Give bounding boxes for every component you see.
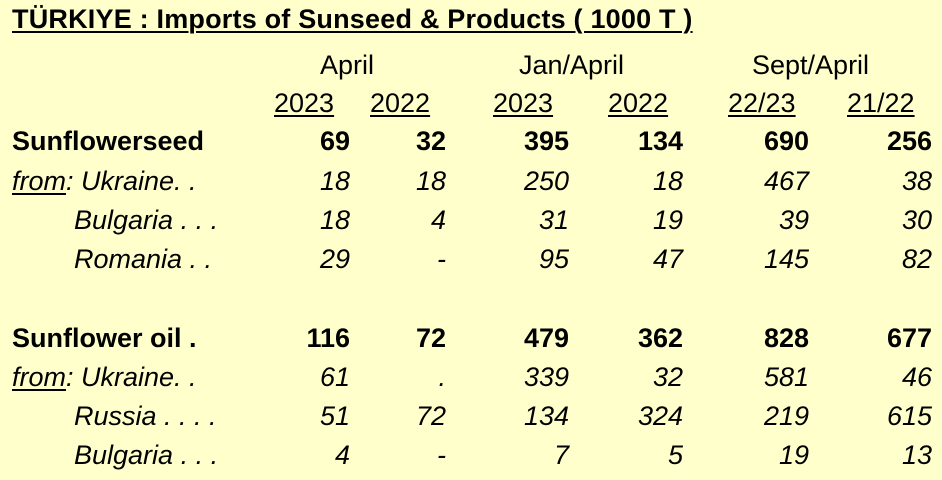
row-label: from: Ukraine. . (12, 362, 197, 393)
cell-sept-april-21-22: 615 (886, 401, 932, 431)
cell-april-2022: 18 (415, 166, 446, 196)
row-label: Bulgaria . . . (74, 205, 219, 235)
cell-sept-april-21-22: 13 (901, 440, 932, 470)
cell-jan-april-2023: 250 (523, 166, 569, 196)
cell-jan-april-2022: 19 (652, 205, 683, 235)
cell-sept-april-22-23: 19 (778, 440, 809, 470)
cell-sept-april-21-22: 256 (886, 126, 932, 156)
table-row-sunflower-oil: Sunflower oil . 116 72 479 362 828 677 (0, 323, 942, 363)
table-row-seed-bulgaria: Bulgaria . . . 18 4 31 19 39 30 (0, 205, 942, 245)
cell-sept-april-21-22: 38 (901, 166, 932, 196)
row-label: Sunflower oil . (12, 323, 197, 353)
row-label: Sunflowerseed (12, 126, 205, 156)
cell-jan-april-2022: 134 (637, 126, 683, 156)
cell-april-2023: 29 (319, 244, 350, 274)
cell-jan-april-2023: 479 (523, 323, 569, 353)
cell-april-2023: 116 (306, 323, 350, 353)
row-label: from: Ukraine. . (12, 166, 197, 197)
cell-april-2023: 51 (319, 401, 350, 431)
cell-sept-april-21-22: 677 (886, 323, 932, 353)
table-row-seed-romania: Romania . . 29 - 95 47 145 82 (0, 244, 942, 284)
cell-jan-april-2022: 32 (652, 362, 683, 392)
cell-april-2022: . (438, 362, 446, 392)
cell-jan-april-2023: 134 (523, 401, 569, 431)
cell-sept-april-22-23: 219 (763, 401, 809, 431)
cell-jan-april-2023: 7 (553, 440, 569, 470)
table-row-oil-ukraine: from: Ukraine. . 61 . 339 32 581 46 (0, 362, 942, 402)
cell-jan-april-2023: 95 (538, 244, 569, 274)
cell-april-2022: - (437, 244, 446, 274)
cell-jan-april-2023: 31 (538, 205, 569, 235)
year-header-jan-april-2022: 2022 (608, 88, 669, 118)
row-label: Romania . . (74, 244, 213, 274)
cell-jan-april-2023: 339 (523, 362, 569, 392)
cell-sept-april-21-22: 46 (901, 362, 932, 392)
year-header-sept-april-22-23: 22/23 (728, 88, 796, 118)
row-label: Bulgaria . . . (74, 440, 219, 470)
from-label: from (12, 362, 66, 392)
cell-sept-april-22-23: 828 (763, 323, 809, 353)
year-header-jan-april-2023: 2023 (493, 88, 554, 118)
year-header-april-2023: 2023 (274, 88, 335, 118)
cell-sept-april-22-23: 39 (778, 205, 809, 235)
cell-april-2023: 18 (319, 205, 350, 235)
cell-april-2022: 72 (415, 401, 446, 431)
table-row-oil-russia: Russia . . . . 51 72 134 324 219 615 (0, 401, 942, 441)
cell-april-2022: - (437, 440, 446, 470)
year-header-sept-april-21-22: 21/22 (847, 88, 915, 118)
group-header-sept-april: Sept/April (752, 50, 870, 80)
cell-april-2023: 61 (319, 362, 350, 392)
from-label: from (12, 166, 66, 196)
cell-april-2022: 72 (415, 323, 446, 353)
table-row-oil-bulgaria: Bulgaria . . . 4 - 7 5 19 13 (0, 440, 942, 480)
year-header-april-2022: 2022 (370, 88, 431, 118)
row-label: Russia . . . . (74, 401, 217, 431)
cell-jan-april-2022: 5 (667, 440, 683, 470)
cell-april-2023: 69 (319, 126, 350, 156)
table-title: TÜRKIYE : Imports of Sunseed & Products … (12, 4, 693, 34)
country-label: : Ukraine. . (66, 166, 197, 196)
cell-sept-april-22-23: 690 (763, 126, 809, 156)
cell-april-2023: 4 (334, 440, 350, 470)
group-header-april: April (320, 50, 375, 80)
cell-april-2023: 18 (319, 166, 350, 196)
cell-jan-april-2023: 395 (523, 126, 569, 156)
cell-sept-april-22-23: 145 (763, 244, 809, 274)
cell-sept-april-21-22: 30 (901, 205, 932, 235)
cell-april-2022: 32 (415, 126, 446, 156)
table-row-seed-ukraine: from: Ukraine. . 18 18 250 18 467 38 (0, 166, 942, 206)
cell-sept-april-21-22: 82 (901, 244, 932, 274)
cell-april-2022: 4 (430, 205, 446, 235)
table-row-sunflowerseed: Sunflowerseed 69 32 395 134 690 256 (0, 126, 942, 166)
country-label: : Ukraine. . (66, 362, 197, 392)
cell-jan-april-2022: 18 (652, 166, 683, 196)
cell-sept-april-22-23: 581 (763, 362, 809, 392)
cell-jan-april-2022: 324 (637, 401, 683, 431)
group-header-jan-april: Jan/April (519, 50, 625, 80)
cell-sept-april-22-23: 467 (763, 166, 809, 196)
cell-jan-april-2022: 362 (637, 323, 683, 353)
cell-jan-april-2022: 47 (652, 244, 683, 274)
